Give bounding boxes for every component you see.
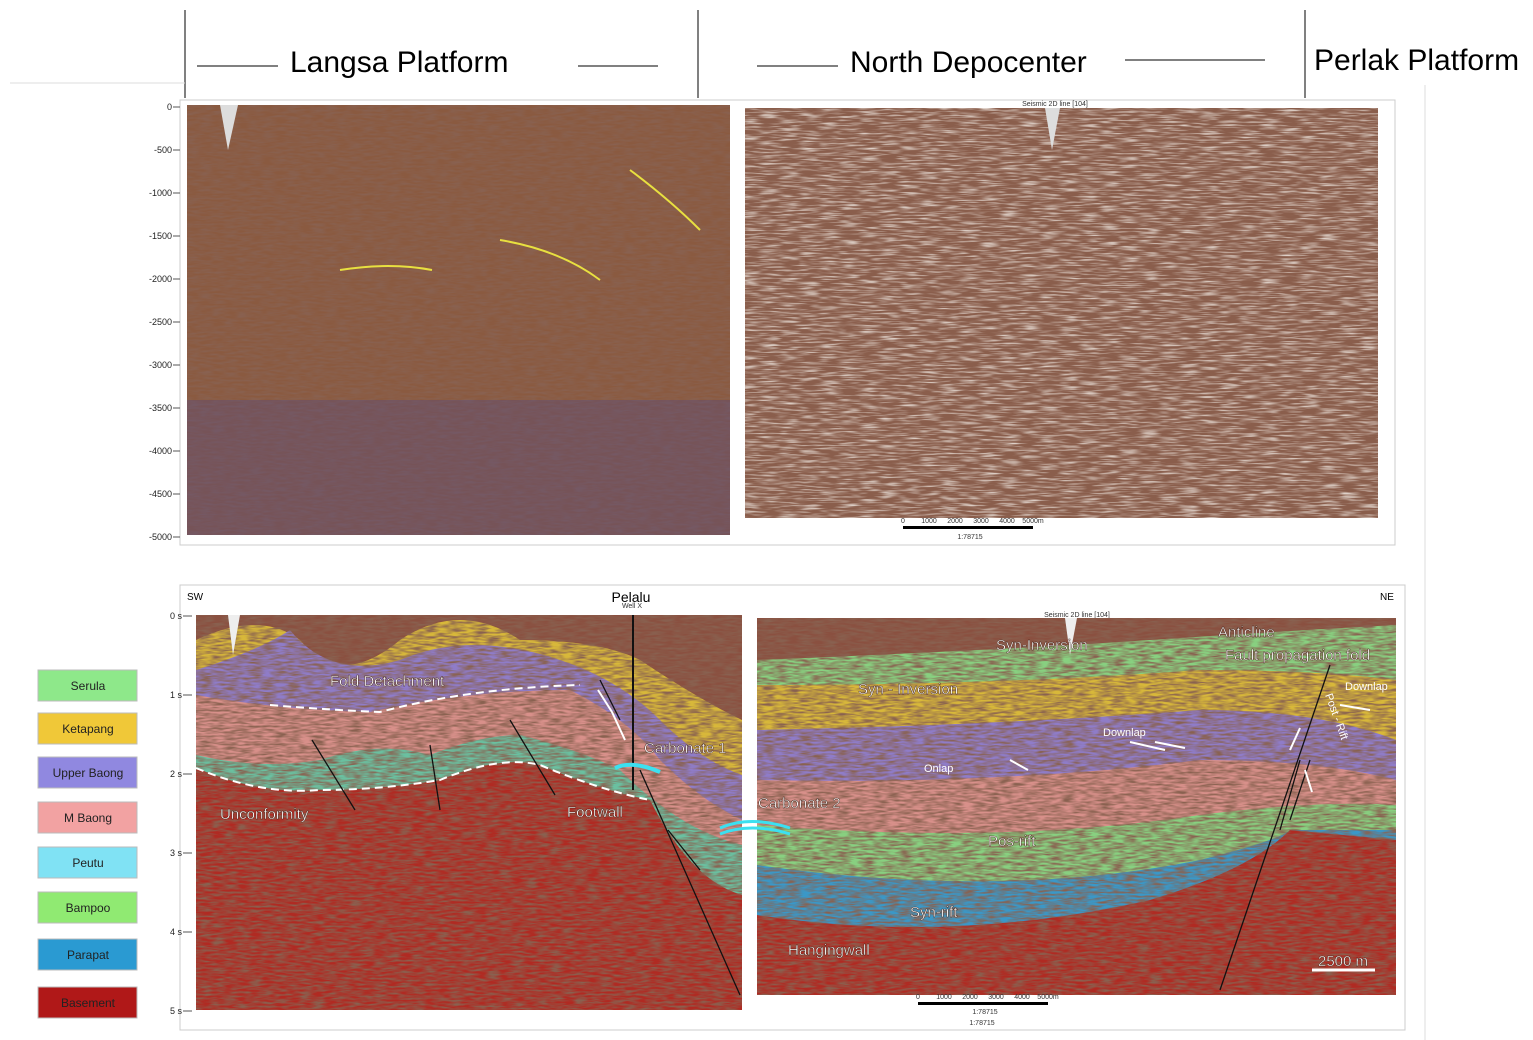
annotation: Syn-Inversion xyxy=(996,637,1088,654)
annotation: Onlap xyxy=(924,763,953,775)
legend-label: Peutu xyxy=(72,856,103,870)
legend-label: Upper Baong xyxy=(53,766,124,780)
seismic-texture xyxy=(757,618,1396,995)
legend-label: Basement xyxy=(61,996,116,1010)
well-sub: Well X xyxy=(622,603,642,610)
annotation: Carbonate 1 xyxy=(644,740,727,757)
depth-label: -500 xyxy=(154,145,172,155)
scale-label: 2000 xyxy=(947,518,963,525)
time-label: 2 s xyxy=(170,769,183,779)
scale-label: 3000 xyxy=(988,994,1004,1001)
scale-bar xyxy=(918,1002,1048,1005)
line-title: Seismic 2D line [104] xyxy=(1044,612,1110,619)
end-label: SW xyxy=(187,592,204,603)
depth-label: -5000 xyxy=(149,532,172,542)
annotation: Unconformity xyxy=(220,806,309,823)
annotation: Downlap xyxy=(1345,681,1388,693)
time-label: 0 s xyxy=(170,611,183,621)
scale-bar xyxy=(903,526,1033,529)
depth-label: 0 xyxy=(167,102,172,112)
annotation: Downlap xyxy=(1103,727,1146,739)
annotation: Fold Detachment xyxy=(330,673,445,690)
annotation: Pos-rift xyxy=(988,833,1036,850)
depth-label: -2500 xyxy=(149,317,172,327)
annotation: Syn - Inversion xyxy=(858,681,958,698)
line-title: Seismic 2D line [104] xyxy=(1022,101,1088,108)
legend-label: Bampoo xyxy=(66,901,111,915)
scale-label: 4000 xyxy=(1014,994,1030,1001)
scale-ratio: 1:78715 xyxy=(969,1020,994,1027)
scale-label: 2000 xyxy=(962,994,978,1001)
depth-label: -4500 xyxy=(149,489,172,499)
figure: Langsa Platform North Depocenter Perlak … xyxy=(0,0,1533,1040)
legend-label: Serula xyxy=(71,679,106,693)
scale-label: 5000m xyxy=(1022,518,1044,525)
scale-label: 4000 xyxy=(999,518,1015,525)
depth-label: -4000 xyxy=(149,446,172,456)
depth-label: -1500 xyxy=(149,231,172,241)
section-title: Langsa Platform xyxy=(290,46,508,79)
time-label: 5 s xyxy=(170,1006,183,1016)
scale-ratio: 1:78715 xyxy=(972,1009,997,1016)
depth-label: -2000 xyxy=(149,274,172,284)
annotation: Footwall xyxy=(567,804,623,821)
legend-label: M Baong xyxy=(64,811,112,825)
scale-label: 2500 m xyxy=(1318,953,1368,970)
scale-label: 1000 xyxy=(936,994,952,1001)
annotation: Carbonate 2 xyxy=(758,795,841,812)
annotation: Fault propagation fold xyxy=(1225,647,1370,664)
depth-label: -1000 xyxy=(149,188,172,198)
end-label: NE xyxy=(1380,592,1394,603)
section-title: North Depocenter xyxy=(850,46,1087,79)
time-label: 1 s xyxy=(170,690,183,700)
section-title: Perlak Platform xyxy=(1314,44,1519,77)
scale-label: 0 xyxy=(916,994,920,1001)
scale-label: 3000 xyxy=(973,518,989,525)
depth-label: -3000 xyxy=(149,360,172,370)
legend-label: Ketapang xyxy=(62,722,113,736)
seismic-texture xyxy=(187,400,730,535)
scale-label: 5000m xyxy=(1037,994,1059,1001)
scale-bar xyxy=(903,526,1033,529)
seismic-texture xyxy=(745,108,1378,518)
annotation: Hangingwall xyxy=(788,942,870,959)
scale-ratio: 1:78715 xyxy=(957,534,982,541)
depth-label: -3500 xyxy=(149,403,172,413)
time-label: 3 s xyxy=(170,848,183,858)
time-label: 4 s xyxy=(170,927,183,937)
annotation: Anticline xyxy=(1218,624,1275,641)
scale-label: 0 xyxy=(901,518,905,525)
annotation: Syn-rift xyxy=(910,904,958,921)
scale-label: 1000 xyxy=(921,518,937,525)
header xyxy=(10,10,1305,98)
legend-label: Parapat xyxy=(67,948,110,962)
